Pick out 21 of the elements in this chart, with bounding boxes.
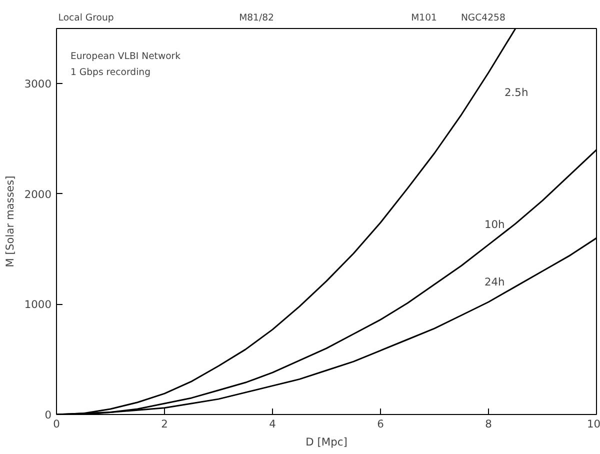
y-tick-label: 0 bbox=[44, 408, 52, 422]
x-tick-label: 6 bbox=[377, 418, 384, 430]
annotation: European VLBI Network bbox=[70, 51, 182, 62]
x-tick-label: 8 bbox=[485, 418, 492, 430]
series-label: 2.5h bbox=[504, 86, 528, 100]
y-tick-label: 3000 bbox=[24, 78, 52, 91]
y-tick-label: 2000 bbox=[24, 188, 52, 201]
x-tick-label: 2 bbox=[161, 418, 168, 430]
x-tick-label: 4 bbox=[269, 418, 276, 430]
series-label: 10h bbox=[484, 218, 505, 232]
y-axis-title: M [Solar masses] bbox=[3, 176, 16, 268]
x-axis-title: D [Mpc] bbox=[306, 436, 348, 448]
text: M101 bbox=[411, 12, 438, 24]
text: NGC4258 bbox=[460, 12, 506, 24]
series-label: 24h bbox=[484, 276, 505, 289]
x-tick-label: 0 bbox=[53, 418, 60, 430]
x-tick-label: 10 bbox=[586, 418, 600, 430]
text: M81/82 bbox=[239, 12, 274, 24]
y-tick-label: 1000 bbox=[24, 298, 52, 312]
text: Local Group bbox=[58, 12, 114, 24]
annotation: 1 Gbps recording bbox=[70, 67, 151, 78]
